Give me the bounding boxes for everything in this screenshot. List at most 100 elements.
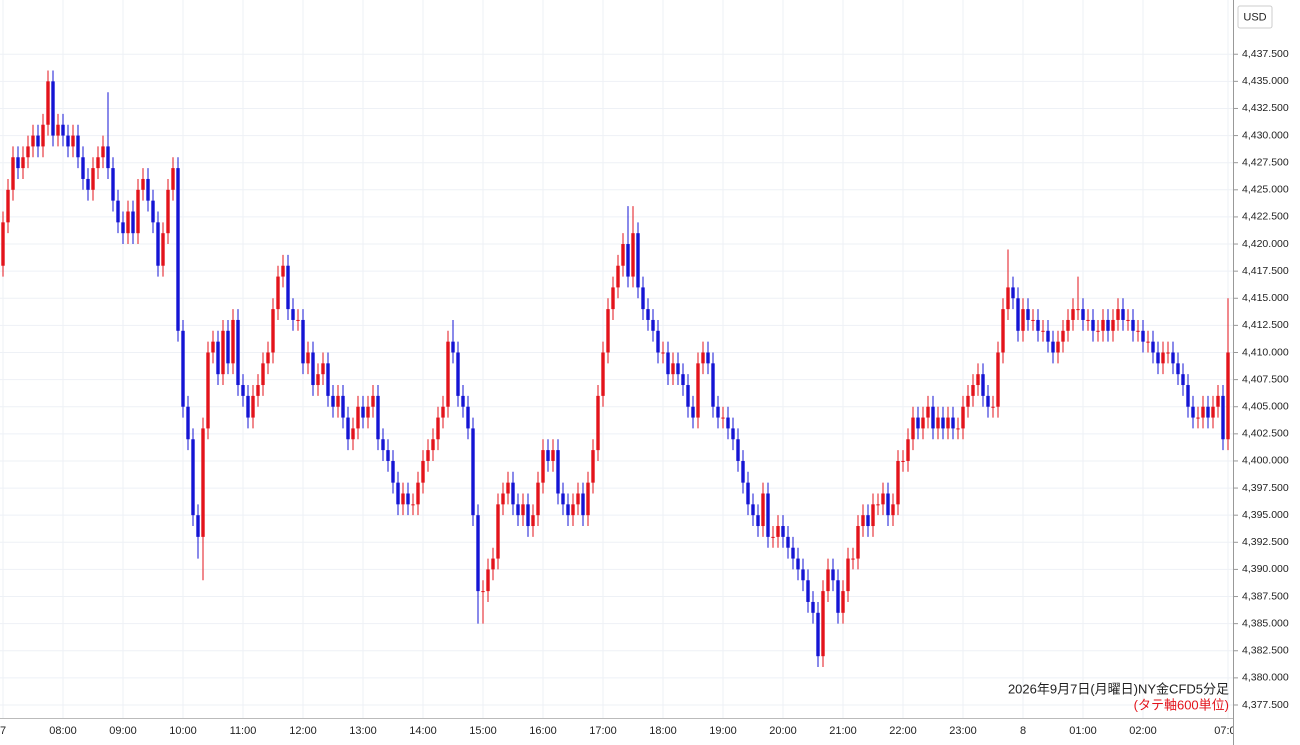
candle-body [141, 178, 145, 190]
candle-body [741, 460, 745, 483]
candle-body [326, 363, 330, 396]
candle-body [281, 265, 285, 277]
candle-body [896, 460, 900, 505]
candle-body [1081, 309, 1085, 320]
candle-body [776, 526, 780, 537]
y-tick-label: 4,397.500 [1242, 482, 1289, 494]
candle-body [801, 569, 805, 581]
candle-body [296, 319, 300, 321]
candle-body [751, 504, 755, 516]
candle-body [661, 352, 665, 354]
candle-body [841, 591, 845, 613]
candle-body [791, 547, 795, 559]
candle-body [71, 135, 75, 147]
candle-body [981, 374, 985, 396]
candle-body [1156, 352, 1160, 364]
y-tick-label: 4,437.500 [1242, 48, 1289, 60]
candle-body [31, 135, 35, 147]
candle-body [796, 558, 800, 570]
candle-body [521, 504, 525, 516]
candle-body [716, 406, 720, 418]
currency-label: USD [1243, 11, 1266, 23]
candle-body [186, 406, 190, 440]
candle-body [361, 406, 365, 418]
x-tick-label: 01:00 [1069, 725, 1097, 737]
candle-body [1021, 309, 1025, 331]
candle-body [991, 406, 995, 408]
candle-body [846, 558, 850, 592]
y-tick-label: 4,410.000 [1242, 346, 1289, 358]
candle-body [556, 450, 560, 494]
candle-body [91, 168, 95, 190]
candle-body [391, 460, 395, 483]
candle-body [76, 135, 80, 158]
candle-body [891, 504, 895, 516]
candle-body [696, 363, 700, 418]
candle-body [966, 395, 970, 407]
candle-body [671, 363, 675, 375]
candle-body [1031, 319, 1035, 321]
candle-body [876, 504, 880, 506]
candle-body [166, 189, 170, 234]
candle-body [826, 569, 830, 592]
candle-body [1016, 298, 1020, 331]
y-tick-label: 4,422.500 [1242, 211, 1289, 223]
candle-body [931, 406, 935, 429]
candle-body [156, 222, 160, 266]
candle-body [726, 417, 730, 429]
x-tick-label: 20:00 [769, 725, 797, 737]
candle-body [736, 439, 740, 461]
candle-body [51, 81, 55, 136]
candle-body [356, 406, 360, 429]
candle-body [536, 482, 540, 516]
candle-body [1131, 319, 1135, 331]
candle-body [886, 493, 890, 516]
candle-body [1161, 352, 1165, 364]
candle-body [971, 385, 975, 396]
candle-body [191, 439, 195, 516]
x-tick-label: 19:00 [709, 725, 737, 737]
candle-body [176, 168, 180, 331]
candle-body [136, 189, 140, 234]
candle-body [1066, 319, 1070, 331]
candle-body [1201, 406, 1205, 418]
y-tick-label: 4,402.500 [1242, 428, 1289, 440]
candle-body [701, 352, 705, 364]
annotation: 2026年9月7日(月曜日)NY金CFD5分足 [1008, 681, 1229, 696]
x-tick-label: 23:00 [949, 725, 977, 737]
y-tick-label: 4,387.500 [1242, 590, 1289, 602]
candle-body [1046, 330, 1050, 342]
candle-body [551, 450, 555, 461]
x-tick-label: 10:00 [169, 725, 197, 737]
candle-body [226, 330, 230, 364]
y-tick-label: 4,380.000 [1242, 672, 1289, 684]
candle-body [766, 493, 770, 537]
candle-body [161, 233, 165, 266]
y-tick-label: 4,405.000 [1242, 401, 1289, 413]
candle-body [956, 428, 960, 430]
candle-body [1051, 341, 1055, 353]
y-tick-label: 4,417.500 [1242, 265, 1289, 277]
candle-body [821, 591, 825, 657]
candle-body [786, 536, 790, 548]
candle-body [306, 352, 310, 364]
candle-body [1006, 287, 1010, 310]
candle-body [831, 569, 835, 581]
candle-body [301, 319, 305, 364]
candle-body [416, 482, 420, 505]
candle-body [761, 493, 765, 527]
candle-body [101, 146, 105, 158]
candle-body [336, 395, 340, 407]
candle-body [351, 428, 355, 440]
candle-body [1226, 352, 1230, 440]
candle-body [626, 244, 630, 277]
candle-body [641, 287, 645, 310]
candle-body [591, 450, 595, 483]
candle-body [346, 417, 350, 440]
candle-body [946, 417, 950, 429]
candle-body [261, 363, 265, 386]
candle-body [366, 406, 370, 418]
candle-body [131, 211, 135, 234]
